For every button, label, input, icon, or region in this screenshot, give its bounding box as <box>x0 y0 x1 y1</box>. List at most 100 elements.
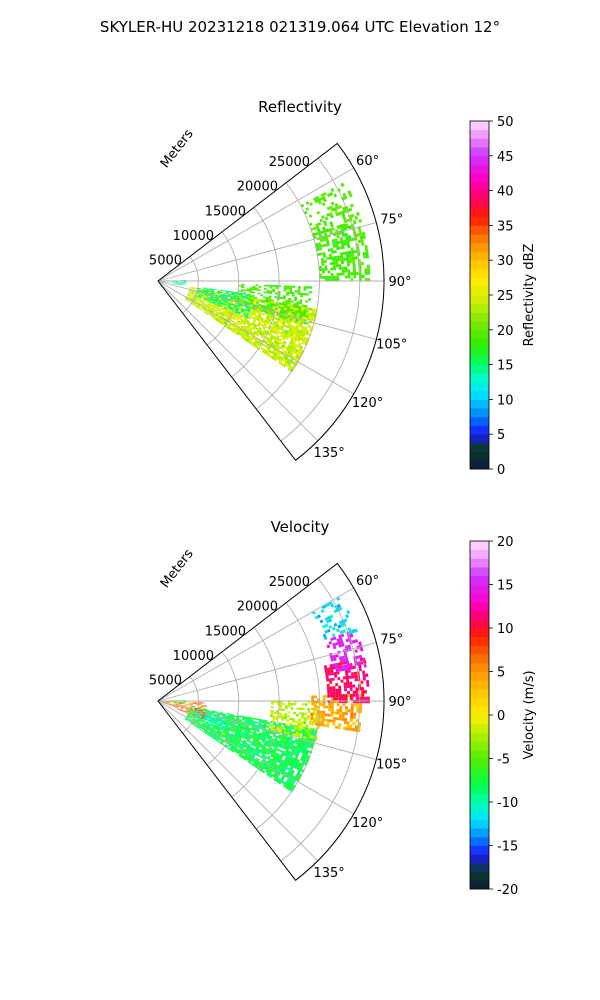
echo-cell <box>299 332 303 336</box>
echo-cell <box>262 746 266 750</box>
echo-cell <box>344 657 349 662</box>
echo-cell <box>282 741 286 745</box>
echo-cell <box>231 292 235 295</box>
azimuth-tick-label: 120° <box>352 396 383 411</box>
echo-cell <box>262 752 266 756</box>
echo-cell <box>251 742 255 745</box>
echo-cell <box>334 238 338 242</box>
echo-cell <box>215 312 219 316</box>
echo-cell <box>326 212 331 217</box>
echo-cell <box>197 717 201 720</box>
echo-cell <box>306 731 311 735</box>
echo-cell <box>231 749 235 753</box>
echo-cell <box>332 264 336 268</box>
echo-cell <box>238 290 242 292</box>
echo-cell <box>231 305 235 308</box>
echo-cell <box>286 347 290 351</box>
echo-cell <box>203 719 207 722</box>
echo-cell <box>189 286 193 288</box>
echo-cell <box>204 714 208 716</box>
colorbar-swatch <box>470 251 489 261</box>
echo-cell <box>235 329 239 332</box>
echo-cell <box>292 325 297 329</box>
echo-cell <box>270 748 274 752</box>
echo-cell <box>233 315 237 318</box>
echo-cell <box>204 705 208 707</box>
echo-cell <box>241 308 245 311</box>
echo-cell <box>227 727 231 730</box>
echo-cell <box>305 314 309 318</box>
echo-cell <box>173 702 177 704</box>
echo-cell <box>304 316 308 320</box>
echo-cell <box>309 734 313 738</box>
echo-cell <box>348 207 353 212</box>
echo-cell <box>236 306 240 309</box>
echo-cell <box>199 713 203 715</box>
echo-cell <box>268 331 273 335</box>
echo-cell <box>189 705 193 707</box>
echo-cell <box>198 705 202 707</box>
echo-cell <box>202 720 206 723</box>
echo-cell <box>277 340 281 344</box>
echo-cell <box>218 726 222 729</box>
echo-cell <box>276 739 280 743</box>
echo-cell <box>196 300 200 303</box>
echo-cell <box>208 299 212 302</box>
echo-cell <box>249 287 253 289</box>
echo-cell <box>233 740 238 743</box>
echo-cell <box>330 247 334 252</box>
echo-cell <box>201 302 205 305</box>
echo-cell <box>211 720 215 722</box>
echo-cell <box>189 707 193 709</box>
echo-cell <box>361 696 365 700</box>
echo-cell <box>247 756 251 760</box>
echo-cell <box>264 765 269 769</box>
echo-cell <box>302 751 307 755</box>
echo-cell <box>347 644 351 649</box>
echo-cell <box>285 785 289 790</box>
echo-cell <box>195 296 199 299</box>
echo-cell <box>271 324 276 328</box>
echo-cell <box>293 765 298 769</box>
echo-cell <box>221 733 225 737</box>
echo-cell <box>364 696 368 700</box>
echo-cell <box>321 202 326 207</box>
echo-cell <box>287 367 292 371</box>
echo-cell <box>287 299 291 303</box>
echo-cell <box>184 298 188 301</box>
echo-cell <box>229 728 234 731</box>
echo-cell <box>300 747 305 752</box>
echo-cell <box>360 680 364 684</box>
echo-cell <box>311 730 315 734</box>
echo-cell <box>181 705 185 707</box>
echo-cell <box>312 720 316 723</box>
colorbar-tick-label: 50 <box>497 115 514 130</box>
azimuth-spoke <box>157 222 377 282</box>
echo-cell <box>300 755 305 759</box>
azimuth-tick-label: 105° <box>376 758 407 773</box>
echo-cell <box>220 289 224 292</box>
echo-cell <box>301 733 306 737</box>
echo-cell <box>351 237 355 242</box>
echo-cell <box>316 228 321 232</box>
echo-cell <box>304 326 308 330</box>
echo-cell <box>334 674 338 678</box>
echo-cell <box>191 711 195 713</box>
echo-cell <box>309 317 313 321</box>
echo-cell <box>201 308 205 311</box>
echo-cell <box>196 306 200 309</box>
echo-cell <box>272 742 277 746</box>
echo-cell <box>169 704 173 707</box>
echo-cell <box>232 737 236 741</box>
echo-cell <box>192 703 196 705</box>
echo-cell <box>298 762 302 766</box>
echo-cell <box>338 634 342 639</box>
echo-cell <box>350 250 355 254</box>
echo-cell <box>283 753 287 757</box>
echo-cell <box>304 734 308 738</box>
echo-cell <box>367 278 371 282</box>
echo-cell <box>260 743 264 747</box>
echo-cell <box>326 721 330 725</box>
echo-cell <box>319 239 324 243</box>
echo-cell <box>253 319 257 322</box>
